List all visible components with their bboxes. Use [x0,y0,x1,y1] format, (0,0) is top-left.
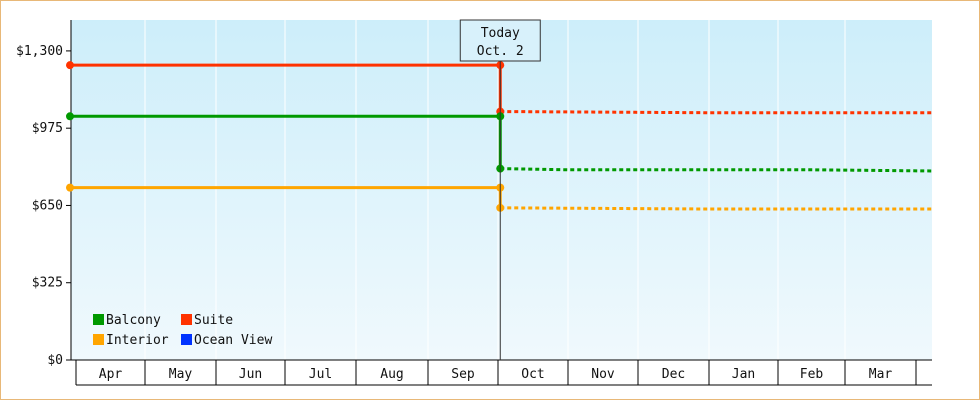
data-point [66,183,74,192]
x-tick-label: Oct [521,367,544,382]
legend-swatch [93,314,104,325]
x-tick-label: Mar [869,367,893,382]
legend-swatch [93,334,104,345]
x-tick-label: Jun [239,367,262,382]
data-point [66,112,74,121]
x-tick-label: Aug [380,367,403,382]
today-label: Today [481,26,520,41]
legend-label: Balcony [106,313,161,328]
x-tick-label: Sep [451,367,475,382]
legend-label: Interior [106,333,169,348]
data-point [66,61,74,70]
y-tick-label: $975 [32,121,63,136]
y-tick-label: $650 [32,198,63,213]
y-tick-label: $0 [47,353,63,368]
y-tick-label: $1,300 [16,44,63,59]
series-forecast-interior [500,206,932,211]
y-tick-label: $325 [32,276,63,291]
series-forecast-balcony [500,167,933,173]
x-tick-label: Dec [662,367,685,382]
x-tick-label: Jan [732,367,755,382]
legend-swatch [181,314,192,325]
x-tick-label: May [169,367,193,382]
today-box [459,19,541,62]
x-tick-label: Feb [800,367,824,382]
legend-label: Suite [194,313,233,328]
x-tick-label: Jul [309,367,332,382]
x-tick-label: Nov [591,367,615,382]
x-tick-label: Apr [99,367,123,382]
series-forecast-suite [500,110,932,115]
legend-swatch [181,334,192,345]
today-date: Oct. 2 [477,44,524,59]
legend-label: Ocean View [194,333,272,348]
